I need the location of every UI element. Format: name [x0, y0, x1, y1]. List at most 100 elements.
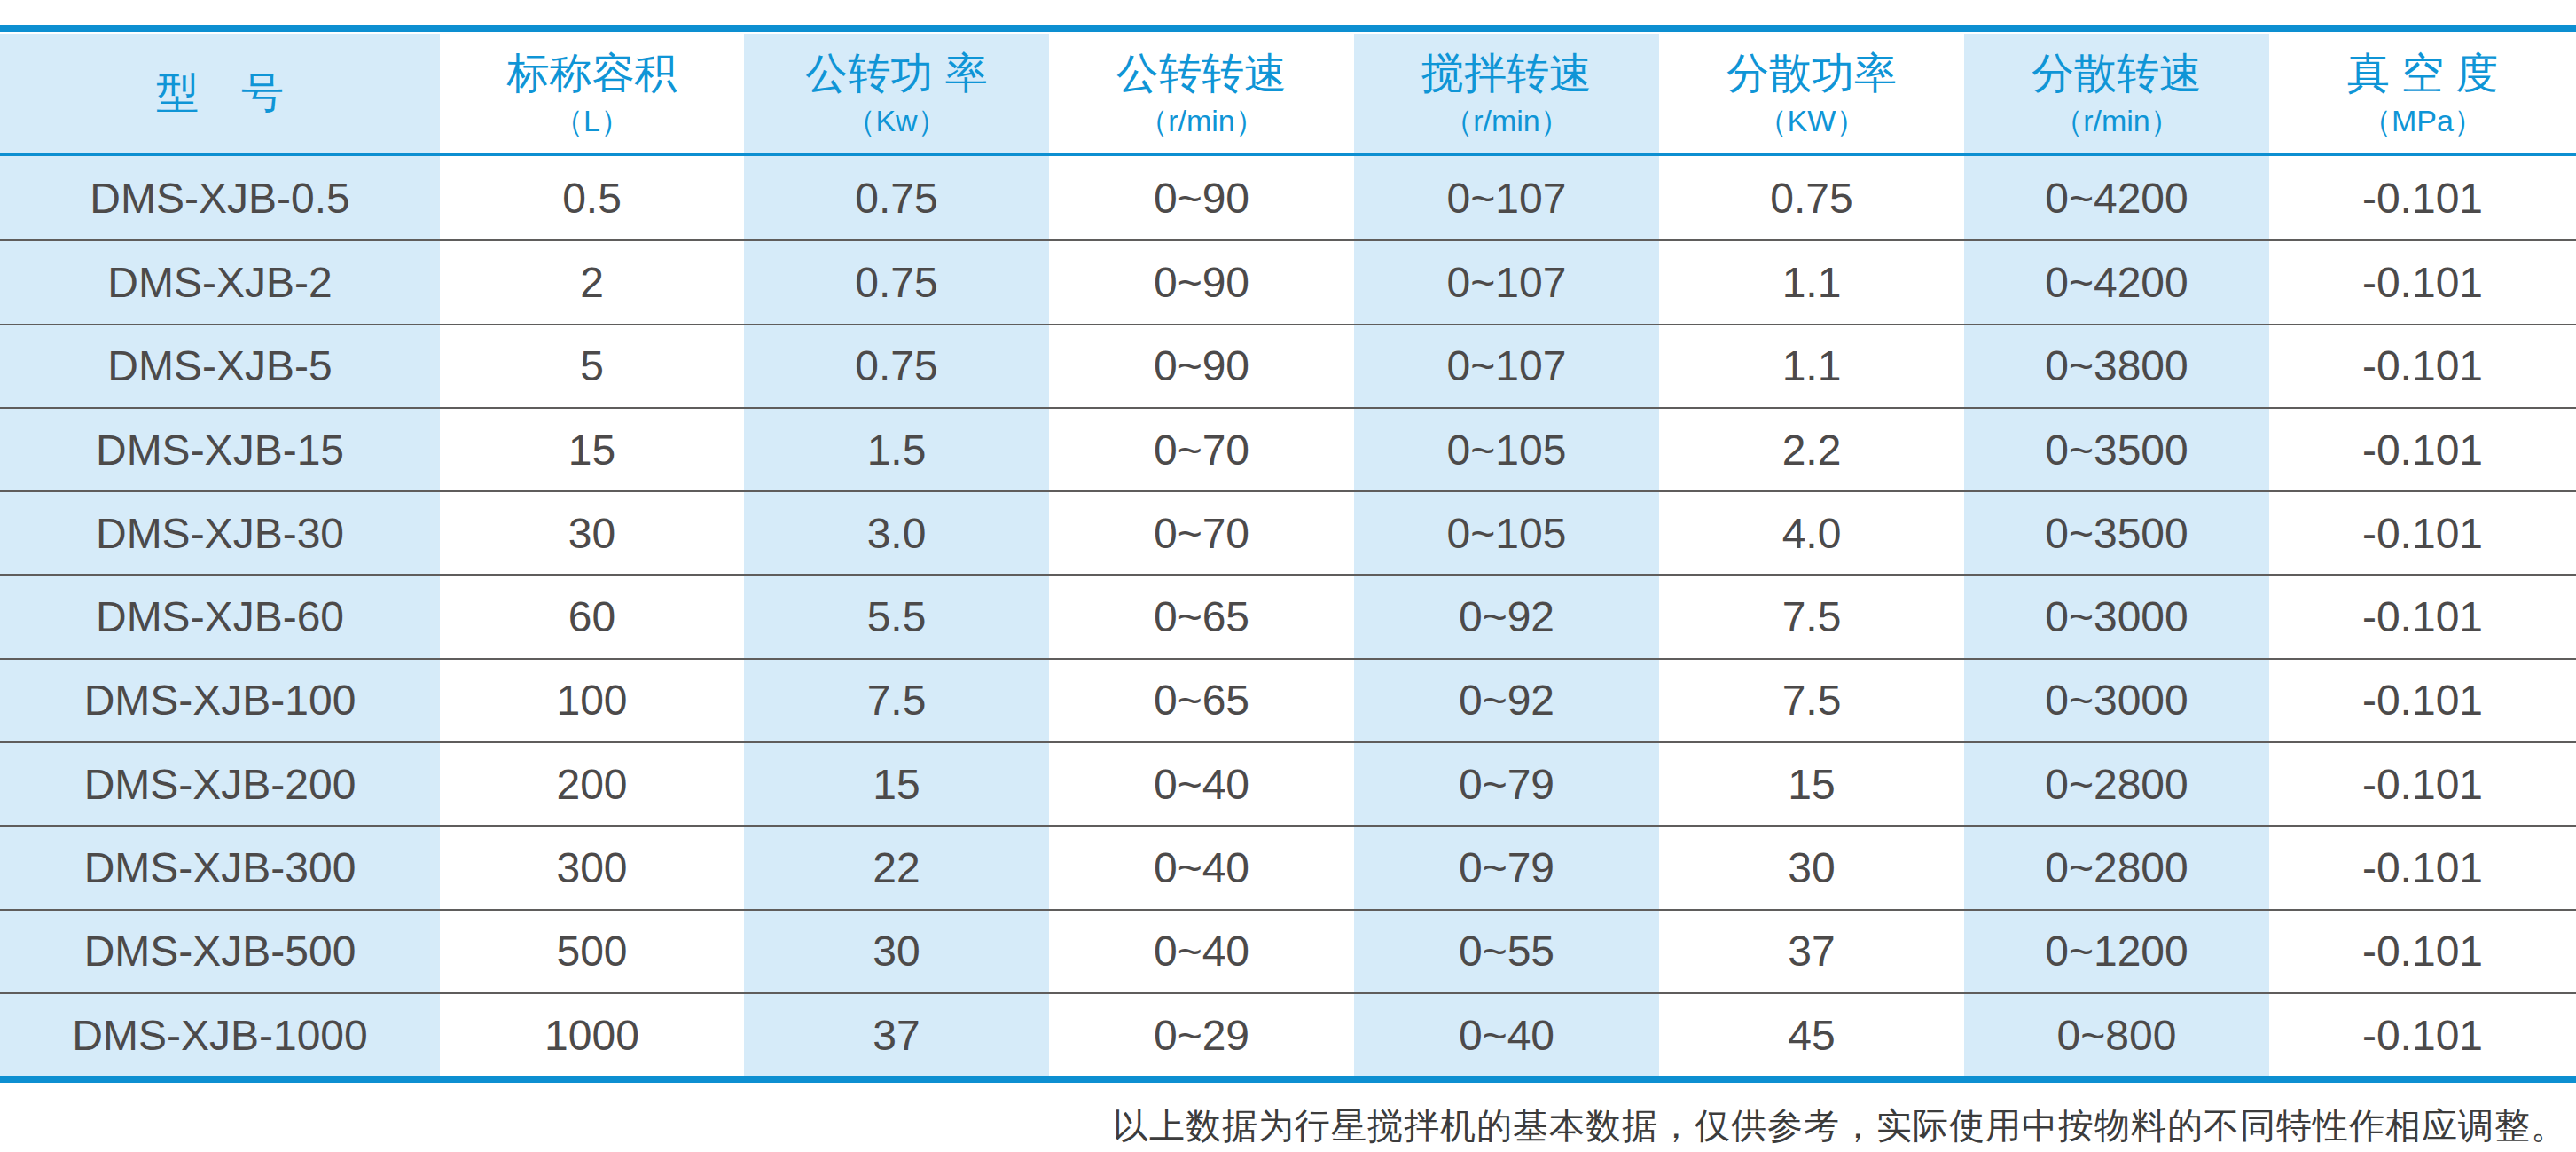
value-cell: -0.101: [2269, 156, 2576, 239]
value-cell: 0~55: [1354, 911, 1659, 992]
header-title: 搅拌转速: [1421, 46, 1592, 101]
value-cell: 0~105: [1354, 409, 1659, 490]
value-cell: 15: [744, 743, 1049, 825]
value-cell: 0~4200: [1964, 241, 2269, 323]
value-cell: 0~79: [1354, 743, 1659, 825]
value-cell: 0~79: [1354, 827, 1659, 908]
value-cell: 0.75: [744, 156, 1049, 239]
value-cell: 0~70: [1049, 492, 1354, 574]
value-cell: -0.101: [2269, 576, 2576, 657]
header-title: 分散功率: [1726, 46, 1897, 101]
value-cell: -0.101: [2269, 911, 2576, 992]
value-cell: 0~92: [1354, 660, 1659, 741]
value-cell: 0~107: [1354, 325, 1659, 407]
value-cell: 30: [1659, 827, 1964, 908]
value-cell: -0.101: [2269, 994, 2576, 1076]
value-cell: 0~90: [1049, 325, 1354, 407]
value-cell: 15: [440, 409, 744, 490]
value-cell: 1.5: [744, 409, 1049, 490]
value-cell: 0~2800: [1964, 827, 2269, 908]
table-row: DMS-XJB-15151.50~700~1052.20~3500-0.101: [0, 407, 2576, 490]
value-cell: -0.101: [2269, 743, 2576, 825]
value-cell: 0~3000: [1964, 660, 2269, 741]
table-row: DMS-XJB-30303.00~700~1054.00~3500-0.101: [0, 490, 2576, 574]
table-row: DMS-XJB-1001007.50~650~927.50~3000-0.101: [0, 658, 2576, 741]
value-cell: 0~107: [1354, 156, 1659, 239]
value-cell: -0.101: [2269, 409, 2576, 490]
value-cell: 0~29: [1049, 994, 1354, 1076]
table-header-row: 型 号标称容积（L）公转功 率（Kw）公转转速（r/min）搅拌转速（r/min…: [0, 34, 2576, 153]
header-cell-0: 型 号: [0, 34, 440, 153]
header-unit: （r/min）: [1443, 101, 1570, 140]
value-cell: 4.0: [1659, 492, 1964, 574]
value-cell: 0~70: [1049, 409, 1354, 490]
value-cell: 0~105: [1354, 492, 1659, 574]
value-cell: 0~3000: [1964, 576, 2269, 657]
header-cell-1: 标称容积（L）: [440, 34, 744, 153]
model-cell: DMS-XJB-5: [0, 325, 440, 407]
value-cell: 100: [440, 660, 744, 741]
value-cell: 0~3500: [1964, 492, 2269, 574]
header-cell-3: 公转转速（r/min）: [1049, 34, 1354, 153]
model-cell: DMS-XJB-0.5: [0, 156, 440, 239]
model-cell: DMS-XJB-500: [0, 911, 440, 992]
value-cell: 0.75: [1659, 156, 1964, 239]
value-cell: 0~65: [1049, 576, 1354, 657]
table-row: DMS-XJB-0.50.50.750~900~1070.750~4200-0.…: [0, 156, 2576, 239]
header-unit: （r/min）: [1138, 101, 1265, 140]
table-row: DMS-XJB-220.750~900~1071.10~4200-0.101: [0, 239, 2576, 323]
value-cell: 37: [744, 994, 1049, 1076]
table-body: DMS-XJB-0.50.50.750~900~1070.750~4200-0.…: [0, 156, 2576, 1076]
value-cell: 0~800: [1964, 994, 2269, 1076]
model-cell: DMS-XJB-1000: [0, 994, 440, 1076]
header-cell-4: 搅拌转速（r/min）: [1354, 34, 1659, 153]
header-cell-5: 分散功率（KW）: [1659, 34, 1964, 153]
table-bottom-border: [0, 1076, 2576, 1083]
value-cell: 7.5: [744, 660, 1049, 741]
header-unit: （MPa）: [2361, 101, 2484, 140]
value-cell: 3.0: [744, 492, 1049, 574]
value-cell: 0~92: [1354, 576, 1659, 657]
header-unit: （r/min）: [2053, 101, 2181, 140]
value-cell: 200: [440, 743, 744, 825]
value-cell: 0~65: [1049, 660, 1354, 741]
value-cell: -0.101: [2269, 492, 2576, 574]
value-cell: 0~40: [1049, 743, 1354, 825]
value-cell: 30: [744, 911, 1049, 992]
table-row: DMS-XJB-550.750~900~1071.10~3800-0.101: [0, 324, 2576, 407]
value-cell: 5: [440, 325, 744, 407]
model-cell: DMS-XJB-200: [0, 743, 440, 825]
table-top-border: [0, 25, 2576, 32]
value-cell: 0.75: [744, 325, 1049, 407]
value-cell: 0~40: [1049, 827, 1354, 908]
value-cell: 30: [440, 492, 744, 574]
value-cell: 0~107: [1354, 241, 1659, 323]
value-cell: 22: [744, 827, 1049, 908]
header-cell-7: 真 空 度（MPa）: [2269, 34, 2576, 153]
value-cell: -0.101: [2269, 827, 2576, 908]
footer-note: 以上数据为行星搅拌机的基本数据，仅供参考，实际使用中按物料的不同特性作相应调整。: [0, 1102, 2576, 1150]
header-cell-6: 分散转速（r/min）: [1964, 34, 2269, 153]
model-cell: DMS-XJB-15: [0, 409, 440, 490]
header-title: 公转转速: [1116, 46, 1287, 101]
model-cell: DMS-XJB-30: [0, 492, 440, 574]
model-cell: DMS-XJB-60: [0, 576, 440, 657]
value-cell: -0.101: [2269, 241, 2576, 323]
header-title: 真 空 度: [2347, 46, 2499, 101]
header-unit: （Kw）: [845, 101, 947, 140]
table-row: DMS-XJB-300300220~400~79300~2800-0.101: [0, 825, 2576, 908]
table-row: DMS-XJB-10001000370~290~40450~800-0.101: [0, 992, 2576, 1076]
value-cell: 0~4200: [1964, 156, 2269, 239]
planetary-mixer-spec-sheet: 型 号标称容积（L）公转功 率（Kw）公转转速（r/min）搅拌转速（r/min…: [0, 25, 2576, 1150]
value-cell: 0~3800: [1964, 325, 2269, 407]
value-cell: 1.1: [1659, 325, 1964, 407]
header-title: 公转功 率: [805, 46, 987, 101]
value-cell: 7.5: [1659, 576, 1964, 657]
model-cell: DMS-XJB-300: [0, 827, 440, 908]
value-cell: 2.2: [1659, 409, 1964, 490]
value-cell: 0.5: [440, 156, 744, 239]
value-cell: 0~1200: [1964, 911, 2269, 992]
value-cell: 5.5: [744, 576, 1049, 657]
value-cell: 37: [1659, 911, 1964, 992]
header-title: 分散转速: [2032, 46, 2202, 101]
